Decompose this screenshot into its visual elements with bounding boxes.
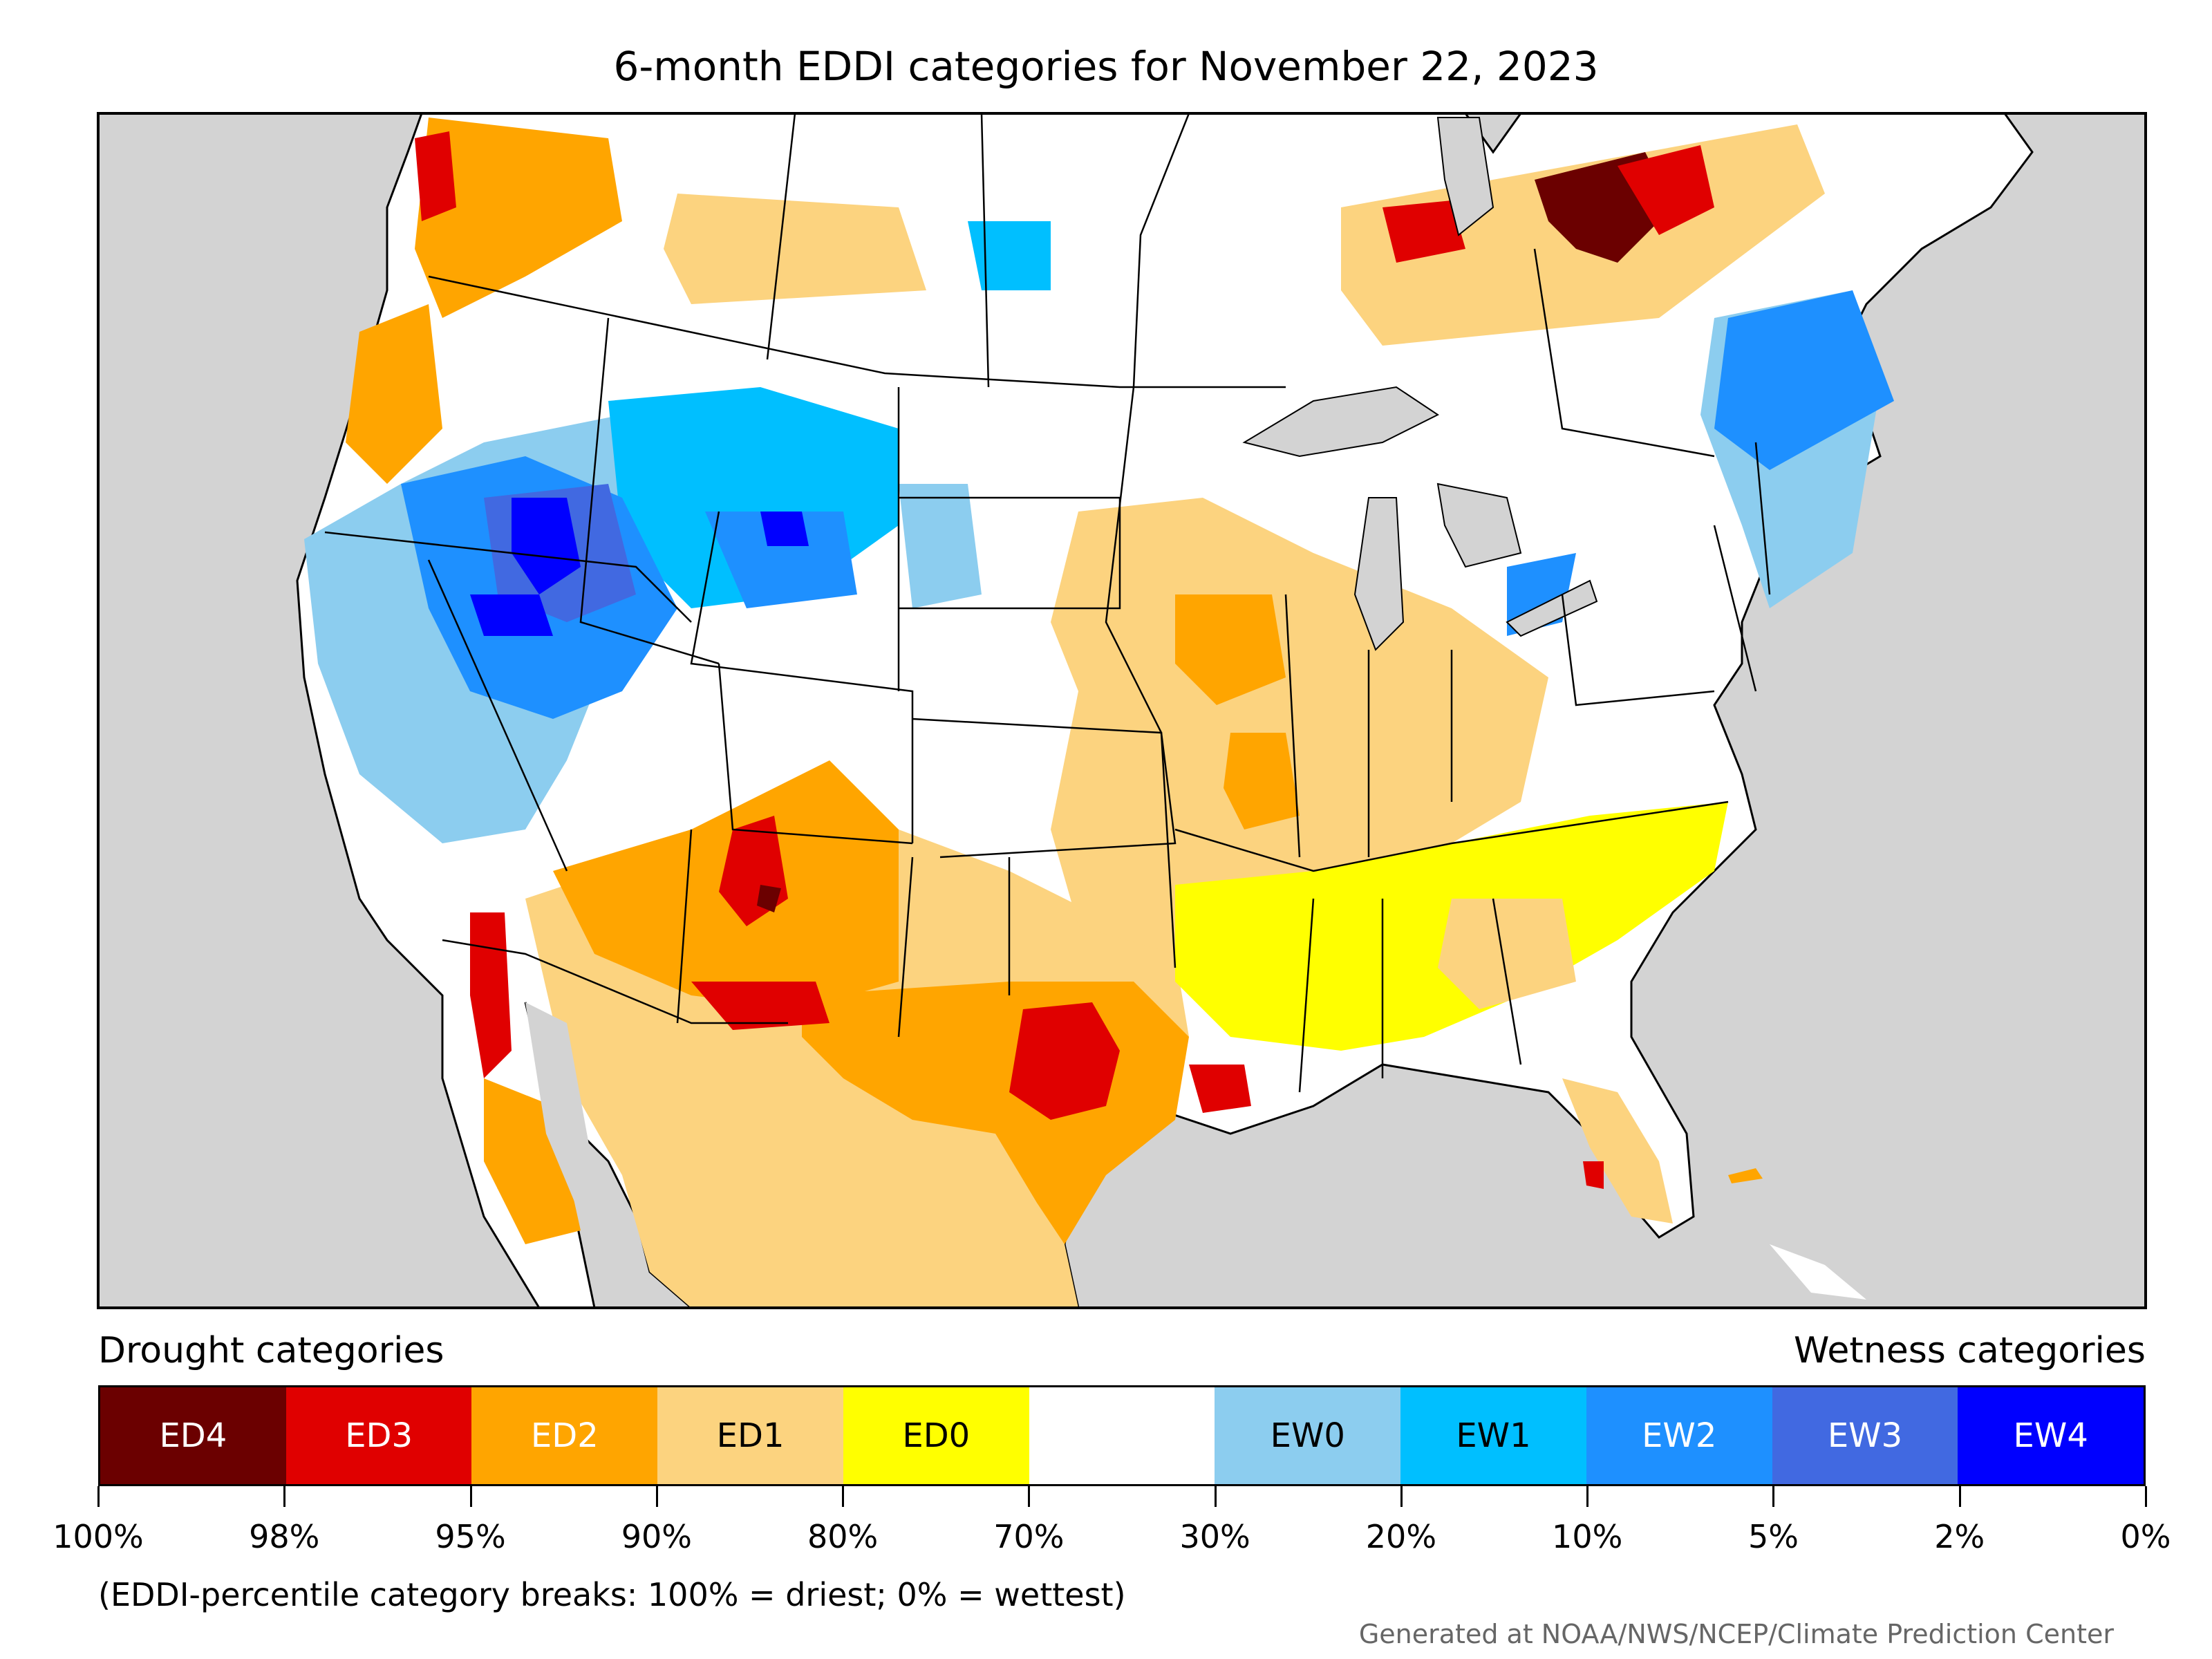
cuba-island — [1770, 1244, 1866, 1300]
legend-swatch-ed3: ED3 — [285, 1387, 472, 1484]
colorbar-tick — [1772, 1486, 1775, 1507]
region-ew4-wyoming — [760, 512, 809, 546]
colorbar-tick — [1214, 1486, 1217, 1507]
bahamas-islands — [1728, 1168, 1763, 1183]
colorbar-tick — [1400, 1486, 1403, 1507]
colorbar-break-label: 95% — [435, 1518, 506, 1555]
colorbar-tick — [469, 1486, 472, 1507]
colorbar-break-label: 0% — [2120, 1518, 2171, 1555]
region-ed3-quebec — [1618, 145, 1714, 235]
colorbar-tick — [1586, 1486, 1589, 1507]
colorbar-tick — [2145, 1486, 2147, 1507]
colorbar-break-label: 10% — [1552, 1518, 1623, 1555]
legend-swatch-ed1: ED1 — [657, 1387, 843, 1484]
legend-swatch-ed0: ED0 — [843, 1387, 1029, 1484]
region-ed3-ontario — [1382, 200, 1465, 263]
lake-superior — [1242, 386, 1439, 458]
region-ed3-az-border — [691, 982, 830, 1030]
category-breaks-footnote: (EDDI-percentile category breaks: 100% =… — [98, 1576, 1126, 1613]
region-ed3-florida — [1583, 1161, 1604, 1189]
legend-swatch-ew1: EW1 — [1400, 1387, 1586, 1484]
colorbar-break-label: 100% — [53, 1518, 144, 1555]
colorbar-break-label: 70% — [993, 1518, 1065, 1555]
legend-swatch-ed4: ED4 — [100, 1387, 286, 1484]
legend-swatch-ew4: EW4 — [1958, 1387, 2144, 1484]
region-ew2-wyoming — [705, 512, 857, 608]
legend-swatch-ew2: EW2 — [1586, 1387, 1772, 1484]
legend-swatch-none — [1029, 1387, 1215, 1484]
region-ed3-texas — [1009, 1002, 1120, 1120]
colorbar-tick — [842, 1486, 845, 1507]
region-ed3-louisiana — [1189, 1065, 1251, 1113]
lake-michigan — [1353, 497, 1405, 651]
lake-huron — [1436, 482, 1522, 568]
political-borders — [324, 113, 1771, 1093]
region-ed2-iowa — [1175, 594, 1286, 705]
colorbar-tick — [655, 1486, 658, 1507]
region-ed1-montana-canada — [664, 194, 926, 304]
drought-categories-heading: Drought categories — [98, 1330, 444, 1371]
colorbar-tick — [283, 1486, 286, 1507]
colorbar-break-label: 98% — [249, 1518, 320, 1555]
legend-swatch-ew3: EW3 — [1772, 1387, 1958, 1484]
legend-swatch-ew0: EW0 — [1215, 1387, 1401, 1484]
map-title: 6-month EDDI categories for November 22,… — [613, 43, 1599, 90]
region-ed3-baja — [470, 912, 512, 1078]
region-ew1-saskatchewan — [968, 221, 1051, 290]
colorbar-break-label: 80% — [807, 1518, 879, 1555]
legend-swatch-ed2: ED2 — [471, 1387, 658, 1484]
colorbar-break-label: 2% — [1934, 1518, 1985, 1555]
wetness-categories-heading: Wetness categories — [1794, 1330, 2146, 1371]
region-ed2-oregon-coast — [346, 304, 442, 484]
region-ed2-pacific-nw — [415, 118, 622, 318]
colorbar-tick — [1958, 1486, 1961, 1507]
region-ed1-florida — [1562, 1078, 1673, 1224]
region-ed4-new-mexico — [757, 885, 781, 912]
credit-text: Generated at NOAA/NWS/NCEP/Climate Predi… — [1358, 1619, 2114, 1649]
colorbar-tick — [97, 1486, 100, 1507]
region-ew4-idaho — [512, 498, 581, 594]
region-ew4-nevada — [470, 594, 553, 636]
colorbar-tick — [1028, 1486, 1031, 1507]
colorbar-break-label: 5% — [1747, 1518, 1799, 1555]
region-ew1-dakota — [899, 484, 982, 608]
region-ed2-missouri — [1224, 733, 1300, 830]
colorbar-break-label: 20% — [1365, 1518, 1437, 1555]
category-colorbar: ED4 ED3 ED2 ED1 ED0 EW0 EW1 EW2 EW3 EW4 — [98, 1385, 2146, 1486]
region-ed1-georgia — [1438, 899, 1576, 1009]
region-ed2-baja — [484, 1078, 581, 1244]
map-frame — [97, 112, 2147, 1309]
eddi-map — [97, 112, 2147, 1309]
region-ew2-maine — [1714, 290, 1894, 470]
region-ed3-bc-coast — [415, 131, 456, 221]
colorbar-break-label: 30% — [1179, 1518, 1250, 1555]
hudson-bay-inlet — [1436, 117, 1494, 236]
colorbar-break-label: 90% — [621, 1518, 692, 1555]
gulf-of-california — [525, 1002, 594, 1217]
